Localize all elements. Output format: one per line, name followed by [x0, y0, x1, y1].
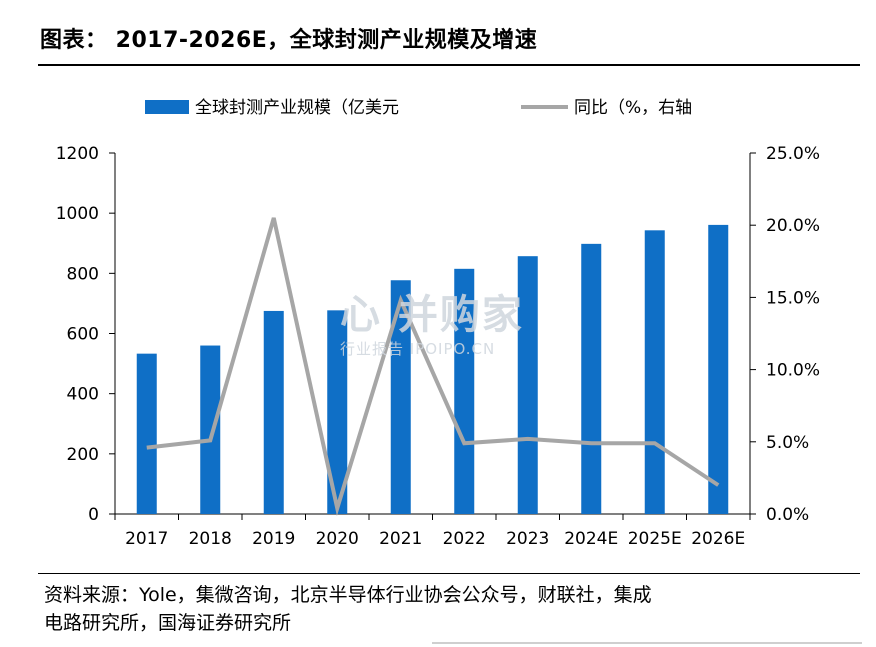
right-tick-label: 20.0% — [766, 216, 820, 236]
right-tick-label: 5.0% — [766, 433, 809, 453]
left-tick-label: 600 — [67, 325, 99, 345]
x-tick-label: 2023 — [506, 529, 549, 549]
title-rule — [38, 64, 860, 66]
yoy-line — [146, 217, 720, 517]
axes: 0 200 400 600 800 1000 1200 0.0% 5.0% 10.0% 15.0% 2… — [56, 144, 820, 549]
source-line-2: 电路研究所，国海证券研究所 — [44, 612, 292, 634]
right-tick-label: 15.0% — [766, 288, 820, 308]
bar-2023 — [517, 256, 538, 514]
legend-label-line: 同比（%，右轴 — [574, 98, 692, 118]
bar-2024E — [581, 243, 602, 514]
bar-2019 — [263, 310, 284, 514]
bottom-divider — [432, 642, 862, 644]
bar-2026E — [708, 224, 729, 514]
source-line-1: 资料来源：Yole，集微咨询，北京半导体行业协会公众号，财联社，集成 — [44, 584, 652, 606]
left-tick-label: 1000 — [56, 204, 99, 224]
left-tick-label: 1200 — [56, 144, 99, 164]
legend-label-bar: 全球封测产业规模（亿美元 — [195, 98, 399, 118]
bar-2017 — [136, 353, 157, 514]
yoy-polyline — [146, 217, 720, 517]
bar-2021 — [390, 280, 411, 514]
left-tick-label: 400 — [67, 385, 99, 405]
figure-title: 图表： 2017-2026E，全球封测产业规模及增速 — [40, 28, 538, 53]
right-tick-label: 0.0% — [766, 505, 809, 525]
legend: 全球封测产业规模（亿美元 同比（%，右轴 — [145, 98, 692, 118]
right-tick-label: 10.0% — [766, 361, 820, 381]
x-tick-label: 2018 — [189, 529, 232, 549]
legend-swatch-bar — [145, 100, 189, 114]
bar-2020 — [327, 310, 348, 514]
x-tick-label: 2017 — [125, 529, 168, 549]
left-tick-label: 0 — [88, 505, 99, 525]
x-tick-label: 2025E — [628, 529, 682, 549]
left-tick-label: 200 — [67, 445, 99, 465]
bar-2018 — [200, 345, 221, 514]
bar-2022 — [454, 268, 475, 514]
source-note: 资料来源：Yole，集微咨询，北京半导体行业协会公众号，财联社，集成 电路研究所… — [44, 581, 844, 637]
right-tick-label: 25.0% — [766, 144, 820, 164]
left-tick-label: 800 — [67, 264, 99, 284]
bar-2025E — [644, 230, 665, 515]
x-tick-label: 2022 — [443, 529, 486, 549]
x-tick-label: 2026E — [691, 529, 745, 549]
source-rule — [38, 573, 860, 574]
x-tick-label: 2020 — [316, 529, 359, 549]
bars — [136, 224, 729, 515]
x-tick-label: 2024E — [564, 529, 618, 549]
x-tick-label: 2021 — [379, 529, 422, 549]
x-tick-label: 2019 — [252, 529, 295, 549]
